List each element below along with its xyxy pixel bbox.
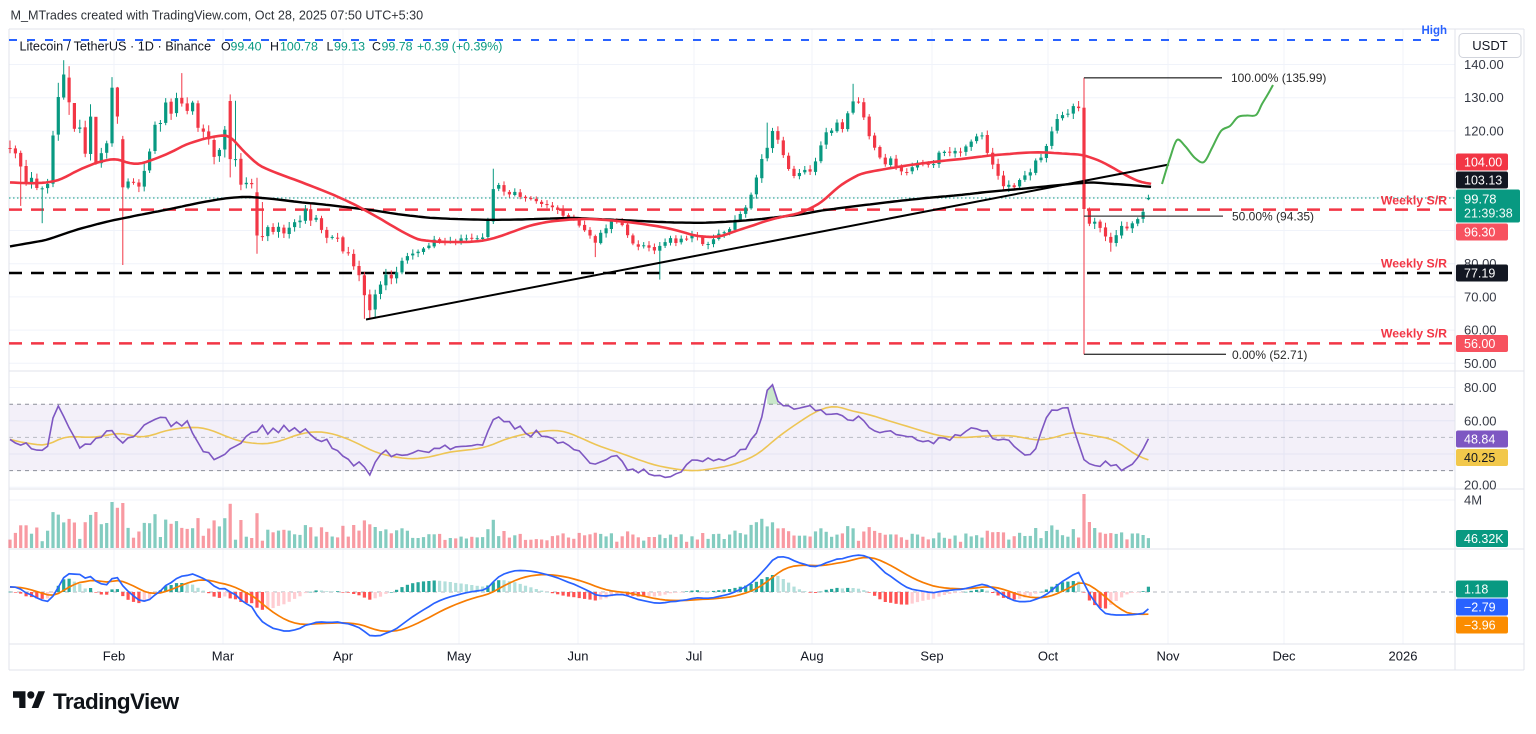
svg-text:56.00: 56.00 <box>1464 337 1495 351</box>
svg-text:70.00: 70.00 <box>1464 289 1497 304</box>
svg-text:40.25: 40.25 <box>1464 451 1495 465</box>
svg-text:50.00% (94.35): 50.00% (94.35) <box>1232 210 1314 224</box>
svg-text:May: May <box>447 649 472 664</box>
svg-text:−3.96: −3.96 <box>1464 619 1496 633</box>
svg-text:4M: 4M <box>1464 493 1482 508</box>
svg-text:50.00: 50.00 <box>1464 356 1497 371</box>
svg-text:+0.39 (+0.39%): +0.39 (+0.39%) <box>417 40 502 54</box>
svg-text:USDT: USDT <box>1472 38 1507 53</box>
svg-text:C: C <box>372 40 381 54</box>
svg-text:Oct: Oct <box>1038 649 1059 664</box>
svg-text:Sep: Sep <box>920 649 943 664</box>
svg-text:Weekly S/R: Weekly S/R <box>1381 194 1447 208</box>
svg-text:0.00% (52.71): 0.00% (52.71) <box>1232 348 1307 362</box>
svg-text:99.13: 99.13 <box>334 40 365 54</box>
svg-text:M_MTrades created with Trading: M_MTrades created with TradingView.com, … <box>11 9 424 23</box>
svg-text:99.78: 99.78 <box>1464 192 1497 207</box>
svg-text:Dec: Dec <box>1272 649 1296 664</box>
svg-text:Mar: Mar <box>212 649 235 664</box>
svg-text:100.78: 100.78 <box>280 40 318 54</box>
svg-text:Apr: Apr <box>333 649 354 664</box>
svg-text:80.00: 80.00 <box>1464 380 1497 395</box>
svg-text:1.18: 1.18 <box>1464 583 1488 597</box>
svg-text:77.19: 77.19 <box>1464 267 1495 281</box>
svg-text:−2.79: −2.79 <box>1464 601 1496 615</box>
svg-text:20.00: 20.00 <box>1464 478 1497 493</box>
svg-text:60.00: 60.00 <box>1464 323 1497 338</box>
svg-text:TradingView: TradingView <box>53 689 180 714</box>
svg-text:140.00: 140.00 <box>1464 57 1504 72</box>
svg-text:120.00: 120.00 <box>1464 123 1504 138</box>
svg-text:103.13: 103.13 <box>1464 174 1502 188</box>
svg-text:60.00: 60.00 <box>1464 413 1497 428</box>
svg-text:99.78: 99.78 <box>382 40 413 54</box>
svg-text:Jun: Jun <box>568 649 589 664</box>
svg-text:H: H <box>270 40 279 54</box>
svg-text:104.00: 104.00 <box>1464 156 1502 170</box>
svg-text:L: L <box>327 40 334 54</box>
svg-text:21:39:38: 21:39:38 <box>1464 207 1513 221</box>
svg-text:Weekly S/R: Weekly S/R <box>1381 327 1447 341</box>
svg-text:46.32K: 46.32K <box>1464 532 1504 546</box>
svg-text:130.00: 130.00 <box>1464 90 1504 105</box>
svg-text:Weekly S/R: Weekly S/R <box>1381 257 1447 271</box>
svg-text:2026: 2026 <box>1389 649 1418 664</box>
svg-text:Feb: Feb <box>103 649 125 664</box>
svg-text:Aug: Aug <box>800 649 823 664</box>
svg-text:100.00% (135.99): 100.00% (135.99) <box>1231 71 1326 85</box>
svg-text:O: O <box>221 40 231 54</box>
svg-text:Nov: Nov <box>1156 649 1180 664</box>
svg-text:99.40: 99.40 <box>231 40 262 54</box>
svg-text:Litecoin / TetherUS · 1D · Bin: Litecoin / TetherUS · 1D · Binance <box>20 40 212 54</box>
svg-text:96.30: 96.30 <box>1464 226 1495 240</box>
svg-text:High: High <box>1421 25 1447 37</box>
svg-text:48.84: 48.84 <box>1464 433 1495 447</box>
svg-text:Jul: Jul <box>686 649 703 664</box>
